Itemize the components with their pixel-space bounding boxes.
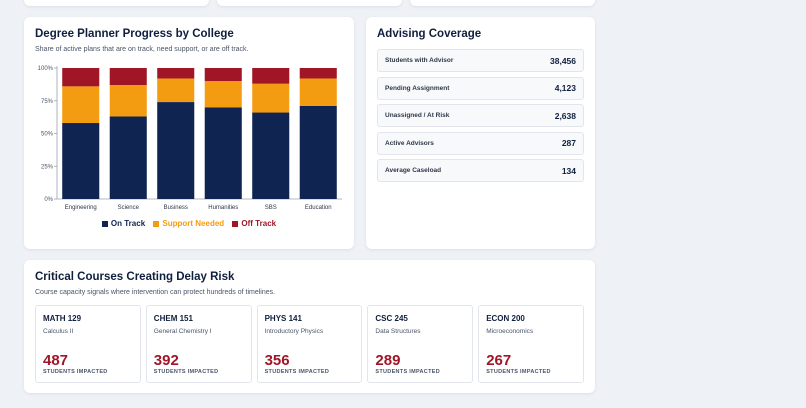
stat-row-average-caseload: Average Caseload 134 [377, 159, 584, 182]
stat-value: 134 [561, 165, 576, 176]
degree-progress-title: Degree Planner Progress by College [35, 28, 234, 40]
stat-label: Average Caseload [385, 167, 442, 174]
summary-card-2 [217, 0, 402, 6]
stat-row-unassigned-at-risk: Unassigned / At Risk 2,638 [377, 104, 584, 127]
legend-item-support-needed: Support Needed [153, 219, 224, 228]
course-code: ECON 200 [486, 314, 525, 323]
stat-label: Active Advisors [385, 139, 434, 147]
course-card-chem-151[interactable]: CHEM 151 General Chemistry I 392 STUDENT… [145, 305, 252, 383]
bar-segment-off-track [252, 68, 290, 84]
impacted-label: STUDENTS IMPACTED [43, 369, 108, 375]
course-code: CHEM 151 [153, 314, 193, 323]
y-tick-label: 50% [41, 132, 54, 138]
summary-card-3 [410, 0, 595, 6]
critical-courses-subtitle: Course capacity signals where interventi… [35, 289, 276, 296]
bar-segment-on-track [157, 102, 195, 199]
legend-label-on-track: On Track [110, 219, 146, 228]
course-code: MATH 129 [43, 314, 82, 323]
bar-segment-off-track [109, 68, 147, 86]
bar-segment-support-needed [204, 81, 242, 108]
course-name: Introductory Physics [264, 328, 324, 335]
impacted-label: STUDENTS IMPACTED [486, 369, 551, 375]
stat-label: Students with Advisor [385, 57, 454, 64]
course-code: PHYS 141 [264, 314, 302, 323]
course-name: Data Structures [375, 328, 421, 335]
legend-item-off-track: Off Track [232, 219, 276, 228]
legend-swatch-support-needed [153, 220, 160, 227]
x-tick-label: Humanities [208, 205, 238, 211]
bar-segment-support-needed [299, 78, 337, 106]
stat-value: 287 [561, 138, 576, 148]
stat-label: Pending Assignment [385, 84, 450, 92]
bar-segment-on-track [204, 107, 242, 199]
stat-row-pending-assignment: Pending Assignment 4,123 [377, 76, 584, 100]
x-tick-label: SBS [265, 205, 277, 211]
stat-row-active-advisors: Active Advisors 287 [377, 131, 584, 155]
impacted-label: STUDENTS IMPACTED [264, 369, 330, 375]
x-tick-label: Business [164, 205, 188, 211]
course-card-econ-200[interactable]: ECON 200 Microeconomics 267 STUDENTS IMP… [478, 305, 584, 383]
bar-segment-on-track [299, 105, 337, 199]
course-card-phys-141[interactable]: PHYS 141 Introductory Physics 356 STUDEN… [256, 305, 363, 383]
critical-courses-title: Critical Courses Creating Delay Risk [35, 271, 235, 283]
bar-segment-support-needed [62, 86, 100, 124]
y-tick-label: 0% [44, 197, 53, 203]
impacted-label: STUDENTS IMPACTED [375, 369, 440, 375]
stat-value: 2,638 [554, 110, 576, 121]
bar-segment-on-track [62, 123, 100, 199]
y-tick-label: 75% [41, 99, 54, 105]
course-grid: MATH 129 Calculus II 487 STUDENTS IMPACT… [35, 305, 584, 383]
bar-segment-off-track [62, 68, 100, 87]
impacted-count: 356 [264, 352, 290, 369]
summary-card-1 [24, 0, 209, 6]
stat-row-students-with-advisor: Students with Advisor 38,456 [377, 49, 584, 72]
advising-coverage-title: Advising Coverage [377, 28, 482, 40]
legend-label-support-needed: Support Needed [162, 219, 225, 228]
bar-segment-on-track [252, 112, 290, 199]
course-name: Microeconomics [486, 328, 534, 335]
bar-segment-off-track [299, 68, 337, 79]
legend-swatch-on-track [101, 220, 108, 227]
advising-coverage-card: Advising Coverage Students with Advisor … [366, 17, 595, 249]
bar-segment-off-track [157, 68, 195, 79]
legend-item-on-track: On Track [101, 219, 146, 228]
advising-stats-list: Students with Advisor 38,456 Pending Ass… [377, 49, 584, 182]
bar-segment-support-needed [109, 85, 147, 117]
y-tick-label: 25% [41, 164, 54, 170]
impacted-count: 289 [375, 352, 401, 369]
degree-progress-card: Degree Planner Progress by College Share… [24, 17, 354, 249]
impacted-label: STUDENTS IMPACTED [153, 369, 219, 375]
x-tick-label: Engineering [65, 205, 97, 211]
legend-swatch-off-track [232, 220, 239, 227]
stacked-bar-chart: 0% 25% 50% 75% 100% Engineering Science Busines… [38, 66, 342, 211]
bar-segment-off-track [204, 68, 242, 82]
stat-value: 4,123 [554, 83, 576, 93]
legend-label-off-track: Off Track [241, 219, 277, 228]
impacted-count: 487 [43, 352, 69, 369]
x-tick-label: Education [305, 205, 332, 211]
impacted-count: 267 [486, 352, 512, 369]
bar-segment-on-track [109, 116, 147, 199]
course-name: General Chemistry I [153, 328, 212, 335]
critical-courses-card: Critical Courses Creating Delay Risk Cou… [24, 260, 595, 393]
course-card-math-129[interactable]: MATH 129 Calculus II 487 STUDENTS IMPACT… [35, 305, 141, 383]
y-tick-label: 100% [38, 66, 54, 72]
degree-progress-subtitle: Share of active plans that are on track,… [35, 46, 249, 53]
course-name: Calculus II [43, 328, 74, 335]
impacted-count: 392 [153, 352, 179, 369]
x-tick-label: Science [118, 205, 140, 211]
stat-value: 38,456 [550, 55, 576, 66]
bar-segment-support-needed [157, 78, 195, 103]
bar-segment-support-needed [252, 83, 290, 113]
stat-label: Unassigned / At Risk [385, 112, 450, 119]
chart-legend: On Track Support Needed Off Track [24, 219, 354, 229]
course-card-csc-245[interactable]: CSC 245 Data Structures 289 STUDENTS IMP… [367, 305, 474, 383]
course-code: CSC 245 [375, 314, 408, 323]
